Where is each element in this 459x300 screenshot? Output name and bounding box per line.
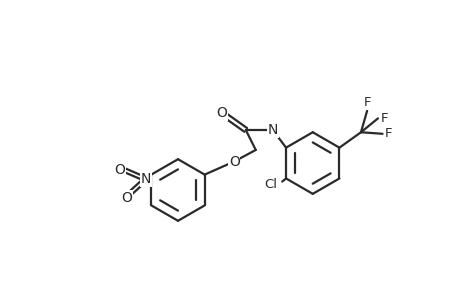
Text: O: O	[114, 163, 125, 177]
Text: N: N	[140, 172, 151, 186]
Text: F: F	[380, 112, 387, 125]
Text: O: O	[216, 106, 227, 120]
Text: O: O	[228, 154, 239, 169]
Text: Cl: Cl	[263, 178, 277, 191]
Text: F: F	[363, 97, 370, 110]
Text: F: F	[384, 127, 392, 140]
Text: N: N	[267, 123, 277, 137]
Text: O: O	[122, 191, 132, 205]
